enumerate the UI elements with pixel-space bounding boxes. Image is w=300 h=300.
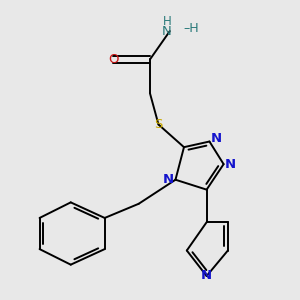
Text: N: N	[163, 173, 174, 186]
Text: O: O	[108, 53, 119, 66]
Text: –H: –H	[183, 22, 199, 35]
Text: N: N	[225, 158, 236, 171]
Text: N: N	[201, 269, 212, 283]
Text: N: N	[162, 25, 172, 38]
Text: S: S	[154, 118, 163, 131]
Text: H: H	[163, 15, 171, 28]
Text: N: N	[211, 132, 222, 145]
